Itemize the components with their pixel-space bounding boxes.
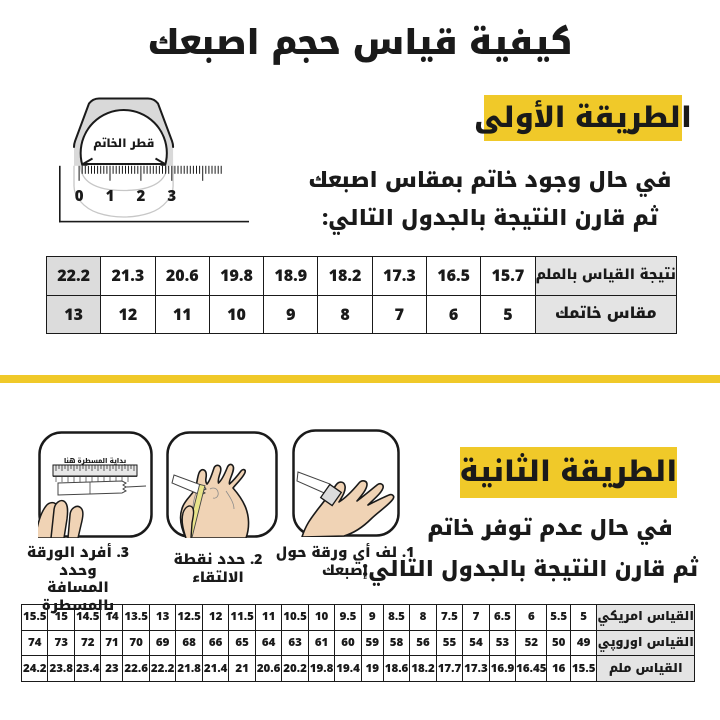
svg-text:2: 2 (137, 183, 146, 211)
svg-text:0: 0 (75, 183, 84, 211)
svg-text:قطر الخاتم: قطر الخاتم (93, 133, 154, 154)
svg-text:1: 1 (106, 183, 115, 211)
svg-text:3: 3 (167, 183, 176, 211)
